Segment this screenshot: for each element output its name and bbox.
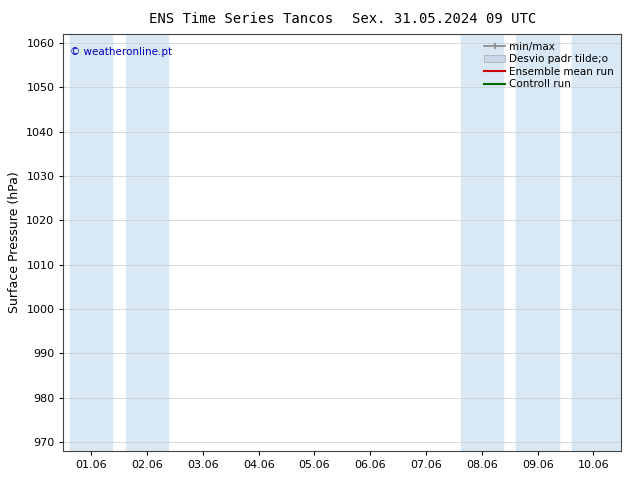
Text: ENS Time Series Tancos: ENS Time Series Tancos (149, 12, 333, 26)
Y-axis label: Surface Pressure (hPa): Surface Pressure (hPa) (8, 172, 21, 314)
Text: © weatheronline.pt: © weatheronline.pt (70, 47, 172, 57)
Bar (573, 34, 621, 451)
Bar (126, 34, 168, 451)
Bar (461, 34, 503, 451)
Bar (517, 34, 559, 451)
Bar (70, 34, 112, 451)
Legend: min/max, Desvio padr tilde;o, Ensemble mean run, Controll run: min/max, Desvio padr tilde;o, Ensemble m… (482, 40, 616, 92)
Text: Sex. 31.05.2024 09 UTC: Sex. 31.05.2024 09 UTC (352, 12, 536, 26)
